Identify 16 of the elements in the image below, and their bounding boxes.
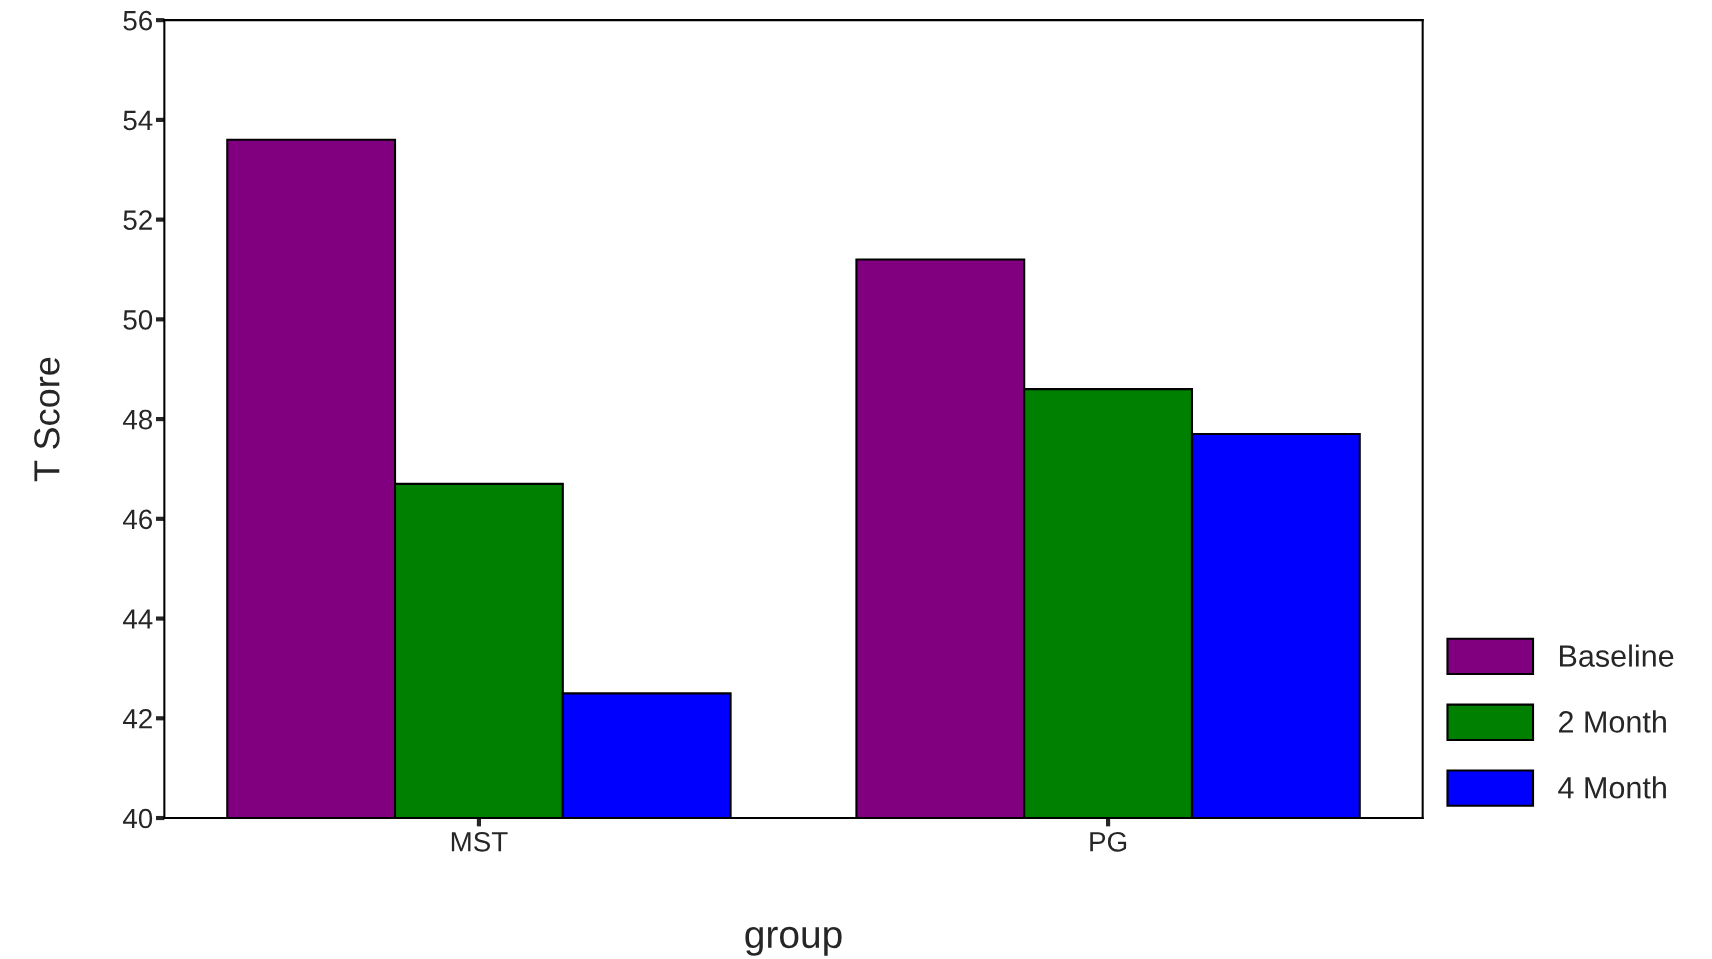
y-tick-label: 46 [122, 509, 153, 530]
y-tick-label: 50 [123, 310, 153, 330]
y-axis-title: T Score [34, 357, 60, 482]
y-tick-label: 44 [122, 609, 153, 629]
y-tick-label: 42 [122, 708, 152, 729]
y-tick-label: 48 [122, 409, 153, 430]
x-axis-title: group [745, 926, 842, 956]
x-tick-label: MST [451, 831, 508, 852]
y-tick-label: 56 [123, 10, 153, 31]
y-tick-label: 52 [123, 210, 152, 230]
y-tick-label: 54 [123, 110, 153, 131]
y-tick-label: 40 [122, 808, 153, 829]
legend-label: 2 Month [1559, 710, 1666, 733]
legend-label: Baseline [1559, 644, 1674, 667]
legend-label: 4 Month [1558, 776, 1666, 799]
x-tick-label: PG [1090, 831, 1127, 852]
